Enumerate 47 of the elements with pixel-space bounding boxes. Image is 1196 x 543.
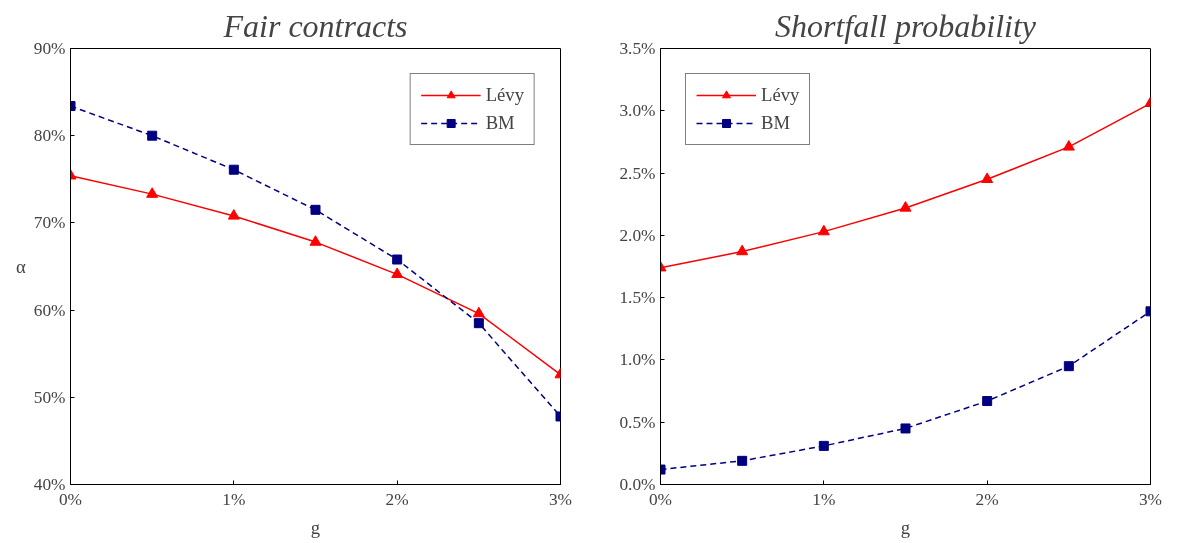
chart-title: Shortfall probability <box>774 7 1037 44</box>
legend-label: BM <box>485 112 515 134</box>
point <box>900 423 911 434</box>
point <box>737 455 748 466</box>
point <box>1063 361 1074 372</box>
point <box>391 267 404 279</box>
point <box>981 172 994 183</box>
point <box>147 130 158 141</box>
point <box>736 244 749 256</box>
point <box>309 235 322 246</box>
point <box>899 201 912 212</box>
legend-label: BM <box>761 112 791 134</box>
point <box>1062 140 1075 151</box>
y-tick-label: 2.5% <box>619 163 656 183</box>
point <box>392 254 403 265</box>
y-tick-label: 2.0% <box>619 225 656 245</box>
x-axis-title: g <box>900 516 911 538</box>
point <box>472 306 485 318</box>
point <box>227 209 240 220</box>
y-axis-title: α <box>15 256 26 277</box>
x-tick-label: 2% <box>975 489 999 509</box>
x-tick-label: 1% <box>222 489 246 509</box>
y-tick-label: 80% <box>33 126 66 146</box>
point <box>310 204 321 215</box>
y-tick-label: 3.5% <box>619 39 656 58</box>
legend-label: Lévy <box>761 84 800 106</box>
point <box>228 164 239 175</box>
x-tick-label: 2% <box>385 489 409 509</box>
legend-label: Lévy <box>485 84 524 106</box>
y-tick-label: 90% <box>33 39 66 58</box>
x-tick-label: 3% <box>1138 489 1163 509</box>
y-tick-label: 1.5% <box>619 288 656 308</box>
chart-title: Fair contracts <box>222 7 408 44</box>
point <box>818 440 829 451</box>
point <box>982 396 993 407</box>
x-tick-label: 1% <box>812 489 836 509</box>
y-tick-label: 70% <box>33 213 66 233</box>
x-tick-label: 3% <box>548 489 573 509</box>
y-tick-label: 0.5% <box>619 412 656 432</box>
y-tick-label: 1.0% <box>619 350 656 370</box>
y-tick-label: 3.0% <box>619 101 656 121</box>
point <box>473 318 484 329</box>
x-axis-title: g <box>310 516 321 538</box>
y-tick-label: 50% <box>33 387 66 407</box>
point <box>146 187 159 198</box>
y-tick-label: 60% <box>33 300 66 320</box>
point <box>817 224 830 236</box>
